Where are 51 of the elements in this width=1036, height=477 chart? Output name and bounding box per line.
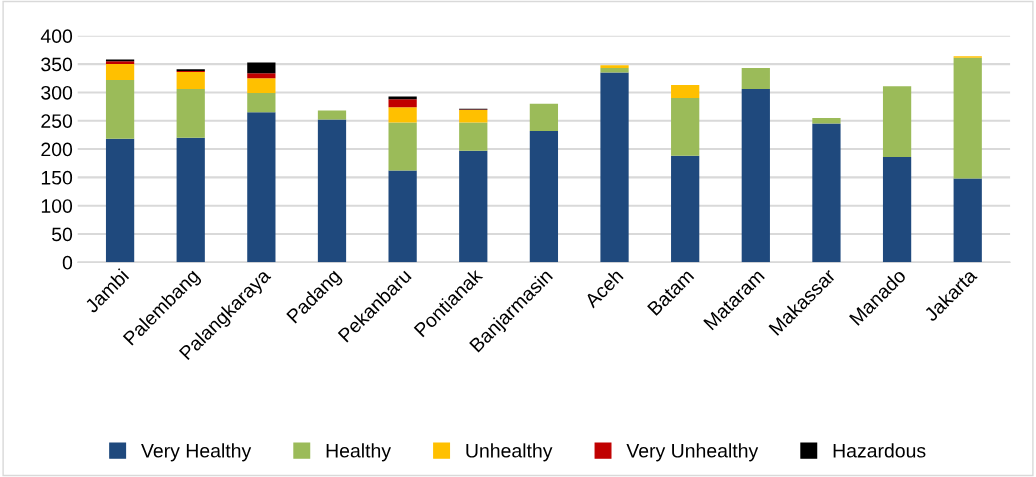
y-tick-label: 0: [62, 255, 73, 270]
bar: [388, 99, 417, 108]
bar: [176, 89, 205, 138]
bar: [176, 72, 205, 90]
bar: [317, 110, 347, 120]
bar: [247, 92, 276, 113]
bar: [176, 137, 205, 263]
bar: [600, 72, 629, 263]
legend-label: Very Unhealthy: [626, 443, 759, 462]
legend-label: Unhealthy: [466, 443, 553, 462]
y-tick-label: 300: [41, 85, 73, 100]
bar: [600, 65, 629, 69]
y-tick-label: 350: [41, 57, 73, 72]
bar: [105, 79, 135, 139]
bar: [671, 98, 700, 156]
y-tick-label: 50: [51, 227, 73, 242]
bar: [317, 119, 347, 263]
y-tick-label: 100: [41, 199, 73, 213]
bar: [671, 85, 700, 99]
bar: [247, 73, 276, 79]
bar: [459, 109, 488, 123]
y-tick-label: 400: [40, 29, 73, 44]
bar: [953, 57, 982, 179]
bar: [953, 178, 982, 263]
bar: [812, 123, 841, 263]
bar: [741, 89, 770, 263]
legend-label: Hazardous: [833, 443, 926, 458]
y-tick-label: 250: [41, 114, 73, 128]
y-tick-label: 150: [41, 170, 73, 185]
bar: [247, 78, 276, 93]
bar: [459, 150, 488, 263]
legend-label: Very Healthy: [141, 443, 252, 462]
bar: [388, 122, 417, 171]
bar: [812, 117, 841, 124]
bar: [105, 64, 135, 80]
bar: [741, 68, 770, 90]
bar: [882, 86, 912, 157]
bar: [671, 155, 700, 263]
bar: [105, 138, 135, 263]
bar: [529, 103, 559, 131]
bar: [882, 156, 912, 263]
legend-label: Healthy: [326, 443, 391, 462]
bar: [388, 170, 417, 263]
y-tick-label: 200: [41, 142, 73, 157]
bar: [388, 107, 417, 123]
bar: [529, 130, 559, 263]
bar: [388, 96, 417, 100]
bar: [600, 68, 629, 73]
bar: [247, 62, 276, 74]
bar: [247, 112, 276, 263]
bar: [459, 122, 488, 151]
